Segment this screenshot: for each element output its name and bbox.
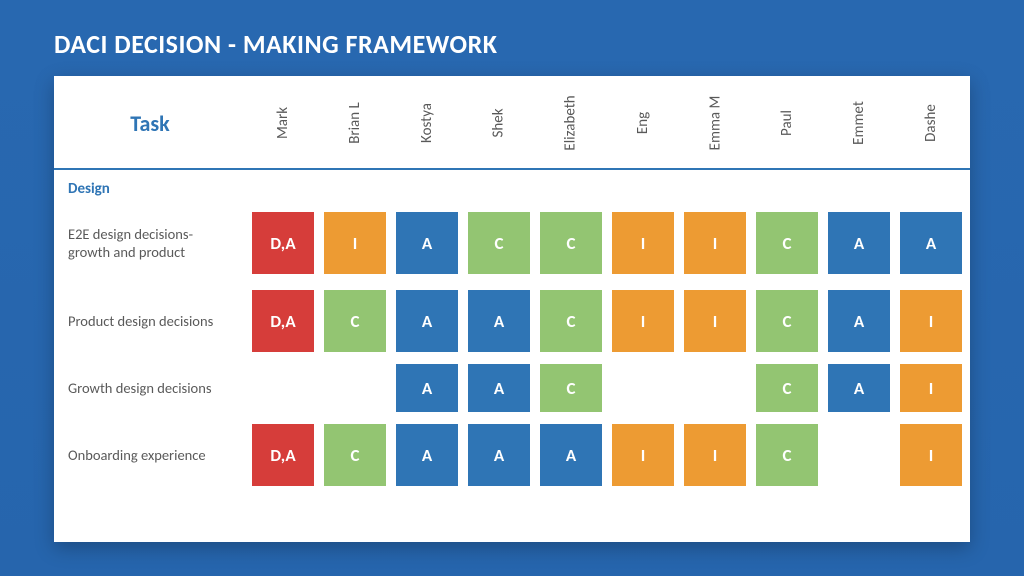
daci-cell: A — [468, 424, 530, 486]
person-column-header: Emma M — [684, 76, 746, 170]
daci-cell: A — [468, 290, 530, 352]
daci-cell: I — [900, 364, 962, 412]
person-column-header: Paul — [756, 76, 818, 170]
daci-cell: A — [396, 364, 458, 412]
daci-cell: A — [396, 212, 458, 274]
daci-cell: C — [540, 212, 602, 274]
daci-cell: A — [396, 424, 458, 486]
row-label: Growth design decisions — [68, 379, 230, 397]
daci-cell: C — [468, 212, 530, 274]
person-column-header: Dashe — [900, 76, 962, 170]
daci-cell: D,A — [252, 424, 314, 486]
daci-cell: C — [756, 364, 818, 412]
daci-cell: I — [684, 290, 746, 352]
table-row: Product design decisionsD,ACAACIICAI — [54, 282, 970, 360]
daci-cell: I — [612, 424, 674, 486]
daci-cell: C — [756, 290, 818, 352]
row-label: Onboarding experience — [68, 446, 230, 464]
daci-cell: I — [684, 212, 746, 274]
table-body: E2E design decisions-growth and product D… — [54, 204, 970, 494]
person-column-header: Mark — [252, 76, 314, 170]
daci-cell: A — [828, 212, 890, 274]
row-label: E2E design decisions-growth and product — [68, 225, 230, 261]
person-column-header: Emmet — [828, 76, 890, 170]
section-label: Design — [54, 170, 970, 204]
slide-title: DACI DECISION - MAKING FRAMEWORK — [0, 0, 1024, 60]
daci-table: Task MarkBrian LKostyaShekElizabethEngEm… — [54, 76, 970, 542]
daci-cell: C — [540, 290, 602, 352]
daci-cell: A — [828, 290, 890, 352]
daci-cell: A — [468, 364, 530, 412]
daci-cell: C — [540, 364, 602, 412]
person-column-header: Kostya — [396, 76, 458, 170]
table-row: Onboarding experienceD,ACAAAIICI — [54, 416, 970, 494]
person-column-header: Shek — [468, 76, 530, 170]
row-label: Product design decisions — [68, 312, 230, 330]
daci-cell: A — [828, 364, 890, 412]
daci-cell: C — [324, 290, 386, 352]
daci-cell: I — [900, 424, 962, 486]
daci-cell: I — [612, 212, 674, 274]
table-row: E2E design decisions-growth and product D… — [54, 204, 970, 282]
daci-cell: A — [396, 290, 458, 352]
table-header-row: Task MarkBrian LKostyaShekElizabethEngEm… — [54, 76, 970, 170]
task-column-header: Task — [54, 76, 246, 170]
daci-cell: D,A — [252, 290, 314, 352]
person-column-header: Eng — [612, 76, 674, 170]
daci-cell: C — [324, 424, 386, 486]
daci-cell: I — [612, 290, 674, 352]
table-row: Growth design decisionsAACCAI — [54, 360, 970, 416]
daci-cell: A — [900, 212, 962, 274]
daci-cell: D,A — [252, 212, 314, 274]
person-column-header: Elizabeth — [540, 76, 602, 170]
daci-cell: C — [756, 424, 818, 486]
daci-cell: I — [324, 212, 386, 274]
daci-cell: C — [756, 212, 818, 274]
daci-cell: I — [900, 290, 962, 352]
daci-cell: I — [684, 424, 746, 486]
daci-cell: A — [540, 424, 602, 486]
person-column-header: Brian L — [324, 76, 386, 170]
daci-panel: Task MarkBrian LKostyaShekElizabethEngEm… — [54, 76, 970, 542]
